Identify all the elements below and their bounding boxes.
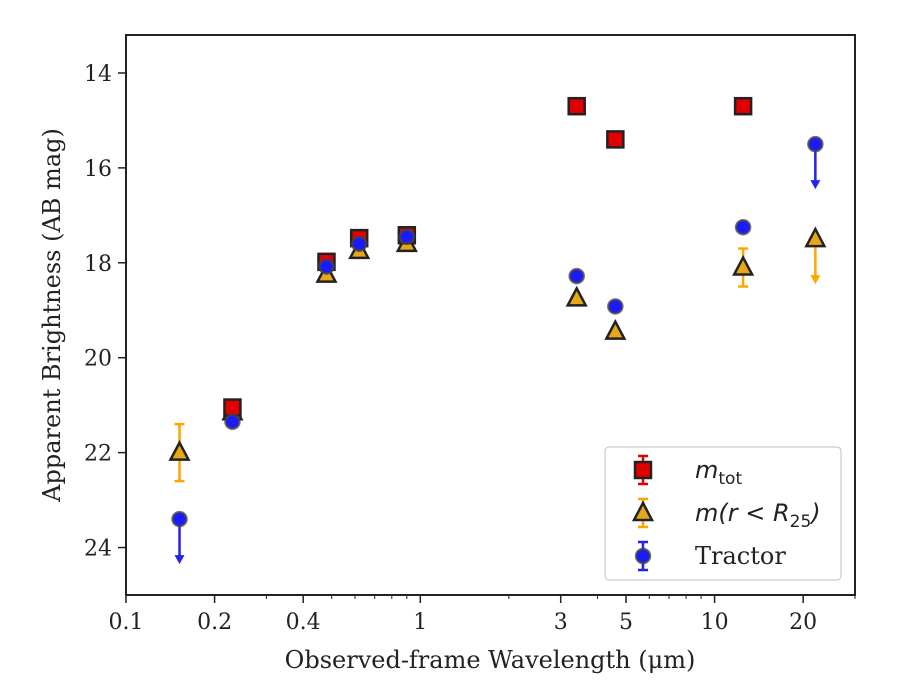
point-triangle bbox=[804, 226, 827, 248]
point-circle bbox=[734, 218, 752, 236]
point-circle bbox=[807, 135, 824, 153]
legend: mtot m(r < R25) Tractor bbox=[604, 446, 842, 581]
point-circle bbox=[318, 258, 335, 275]
y-tick-label: 18 bbox=[84, 252, 112, 277]
point-square bbox=[223, 398, 242, 417]
x-axis-label: Observed-frame Wavelength (μm) bbox=[285, 646, 696, 674]
legend-label: Tractor bbox=[695, 542, 786, 570]
point-circle bbox=[171, 510, 188, 528]
point-square bbox=[567, 96, 586, 116]
legend-marker-circle bbox=[634, 547, 652, 565]
legend-marker-square bbox=[633, 460, 653, 480]
point-square bbox=[606, 130, 625, 149]
x-tick-label: 20 bbox=[789, 610, 817, 635]
y-axis-label: Apparent Brightness (AB mag) bbox=[38, 128, 66, 503]
x-tick-label: 0.4 bbox=[286, 610, 321, 635]
data-points bbox=[168, 96, 827, 565]
point-circle bbox=[607, 298, 624, 315]
point-triangle bbox=[565, 285, 588, 307]
point-square bbox=[733, 96, 753, 116]
legend-marker-triangle bbox=[631, 500, 655, 522]
y-tick-label: 22 bbox=[84, 442, 112, 467]
legend-box bbox=[604, 446, 842, 581]
legend-label: mtot bbox=[695, 456, 742, 489]
series-circle bbox=[171, 135, 824, 565]
point-circle bbox=[224, 413, 241, 431]
upper-limit-arrow bbox=[810, 180, 821, 190]
legend-label: m(r < R25) bbox=[695, 499, 821, 532]
series-triangle bbox=[168, 226, 827, 483]
point-triangle bbox=[604, 318, 627, 340]
y-tick-label: 24 bbox=[84, 537, 112, 562]
upper-limit-arrow bbox=[174, 555, 185, 565]
point-circle bbox=[568, 267, 585, 285]
point-circle bbox=[350, 235, 368, 253]
y-tick-label: 20 bbox=[84, 347, 112, 372]
y-tick-label: 16 bbox=[84, 157, 112, 182]
point-circle bbox=[398, 228, 416, 245]
x-tick-label: 0.2 bbox=[197, 610, 232, 635]
point-triangle bbox=[732, 254, 755, 276]
x-tick-label: 5 bbox=[619, 610, 633, 635]
plot-frame bbox=[125, 34, 856, 596]
upper-limit-arrow bbox=[810, 275, 821, 285]
point-triangle bbox=[168, 439, 191, 461]
axes: 0.1 0.2 0.4 1 3 5 10 20 14 16 18 20 22 24 bbox=[84, 34, 856, 635]
x-tick-label: 0.1 bbox=[109, 610, 144, 635]
x-tick-label: 10 bbox=[701, 610, 729, 635]
x-tick-label: 1 bbox=[413, 610, 427, 635]
x-tick-label: 3 bbox=[554, 610, 568, 635]
y-tick-label: 14 bbox=[84, 62, 112, 87]
series-square bbox=[223, 96, 753, 417]
